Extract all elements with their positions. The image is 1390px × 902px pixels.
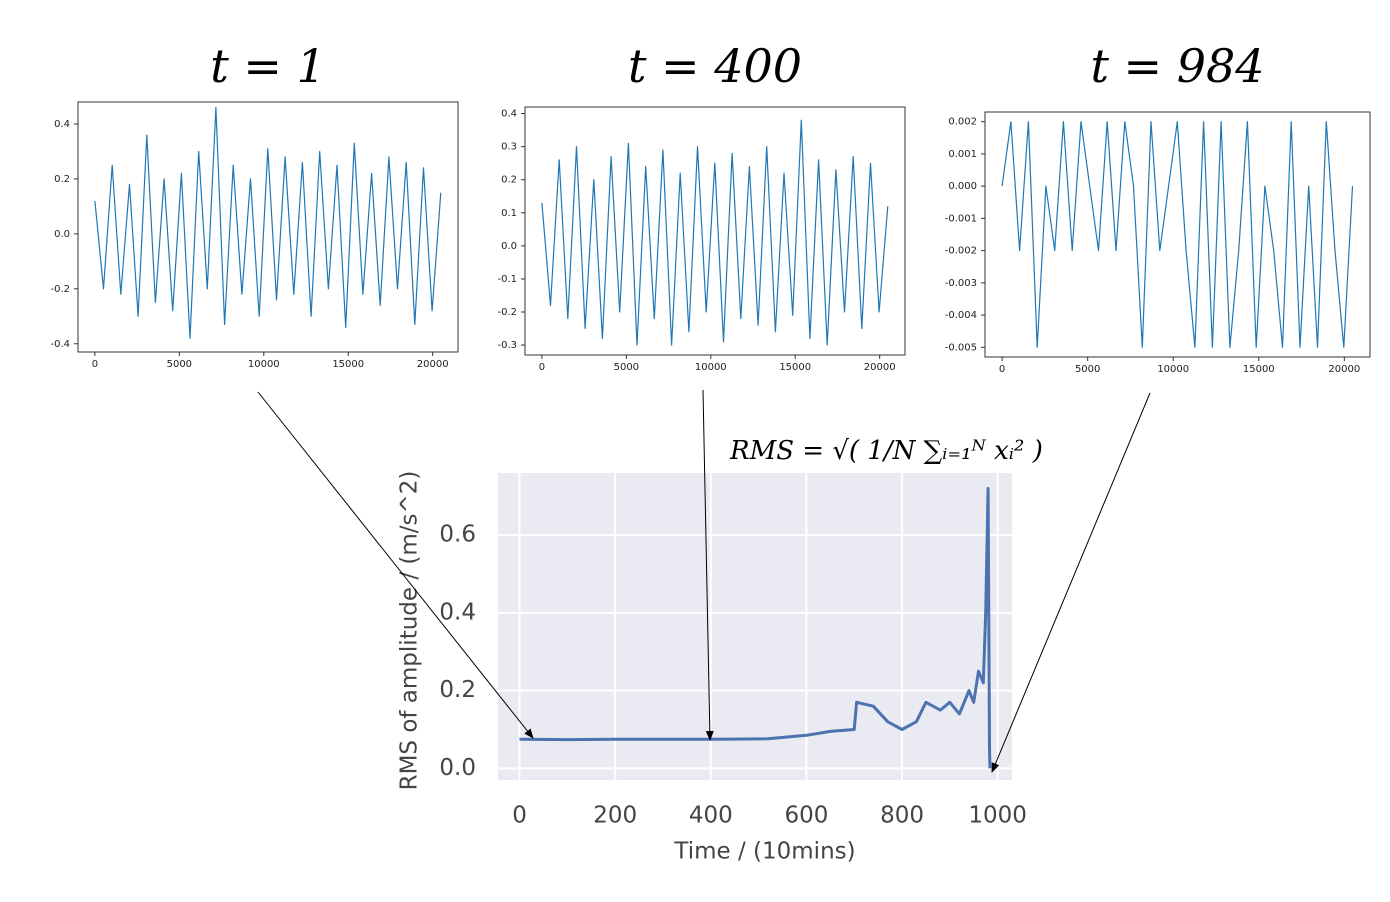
y-tick-label: 0.0 [439,755,476,781]
x-tick-label: 20000 [1328,364,1360,375]
y-tick-label: -0.2 [497,307,517,318]
x-tick-label: 15000 [332,359,364,370]
y-tick-label: 0.6 [439,522,476,548]
y-tick-label: 0.4 [54,119,70,130]
plot-frame [77,101,459,353]
data-line [541,119,889,346]
y-tick-label: -0.004 [945,310,977,321]
data-line [519,487,992,769]
y-tick-label: 0.0 [54,229,70,240]
data-line [1001,121,1354,348]
x-tick-label: 0 [512,803,527,829]
chart-title: t = 984 [1090,39,1264,93]
x-tick-label: 0 [999,364,1005,375]
arrow [702,389,714,741]
y-tick-label: 0.001 [948,149,977,160]
y-tick-label: -0.2 [50,284,70,295]
y-tick-label: 0.2 [439,677,476,703]
x-tick-label: 200 [593,803,637,829]
y-tick-label: 0.2 [501,175,517,186]
y-tick-label: 0.4 [439,599,476,625]
x-tick-label: 10000 [248,359,280,370]
plot-frame [524,106,906,356]
x-axis-label: Time / (10mins) [673,839,855,865]
x-tick-label: 20000 [417,359,449,370]
y-tick-label: 0.000 [948,181,977,192]
x-tick-label: 0 [92,359,98,370]
x-tick-label: 400 [689,803,733,829]
y-tick-label: 0.1 [501,208,517,219]
y-tick-label: 0.0 [501,241,517,252]
chart-title: t = 1 [210,39,326,93]
chart-title: t = 400 [628,39,802,93]
x-tick-label: 1000 [968,803,1027,829]
arrow [257,391,534,739]
x-tick-label: 15000 [1243,364,1275,375]
y-tick-label: -0.005 [945,342,977,353]
data-line [94,106,442,339]
x-tick-label: 600 [784,803,828,829]
y-tick-label: -0.1 [497,274,517,285]
y-tick-label: -0.002 [945,246,977,257]
arrow [991,392,1151,773]
x-tick-label: 5000 [167,359,192,370]
x-tick-label: 20000 [864,362,896,373]
y-tick-label: -0.4 [50,339,70,350]
plot-background [498,473,1012,780]
y-tick-label: -0.003 [945,278,977,289]
x-tick-label: 15000 [779,362,811,373]
x-tick-label: 10000 [1157,364,1189,375]
x-tick-label: 800 [880,803,924,829]
y-tick-label: 0.3 [501,142,517,153]
y-tick-label: -0.001 [945,213,977,224]
y-tick-label: 0.2 [54,174,70,185]
x-tick-label: 10000 [695,362,727,373]
y-tick-label: 0.002 [948,117,977,128]
x-tick-label: 5000 [614,362,639,373]
y-axis-label: RMS of amplitude / (m/s^2) [397,471,423,791]
y-tick-label: 0.4 [501,109,517,120]
y-tick-label: -0.3 [497,340,517,351]
x-tick-label: 0 [539,362,545,373]
x-tick-label: 5000 [1075,364,1100,375]
formula: RMS = √( 1/N ∑ᵢ₌₁ᴺ xᵢ² ) [729,436,1043,466]
